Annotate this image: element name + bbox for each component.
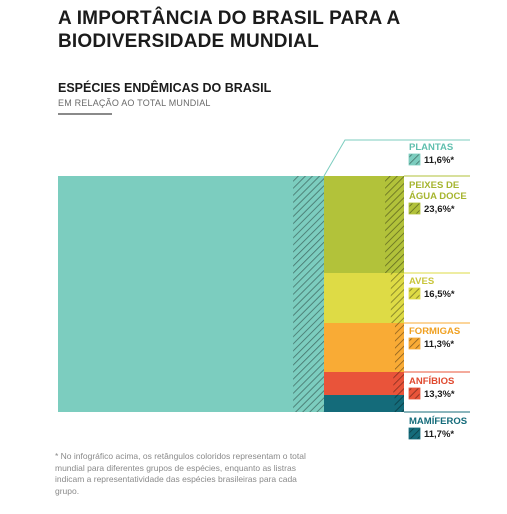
hatch-mamiferos [394, 395, 404, 412]
rect-formigas [324, 323, 404, 372]
label-aves: AVES [409, 276, 434, 287]
leader-plantas [323, 139, 470, 177]
swatch-mamiferos [408, 427, 421, 440]
swatch-aves [408, 287, 421, 300]
rect-anfibios [324, 372, 404, 395]
chart-title: ESPÉCIES ENDÊMICAS DO BRASIL [58, 81, 272, 95]
hatch-peixes-de-agua-doce [385, 176, 404, 273]
rect-mamiferos [324, 395, 404, 412]
swatch-anfibios [408, 387, 421, 400]
value-aves: 16,5%* [424, 289, 455, 300]
swatch-formigas [408, 337, 421, 350]
page-title: A IMPORTÂNCIA DO BRASIL PARA A BIODIVERS… [58, 8, 400, 52]
label-mamiferos: MAMÍFEROS [409, 416, 467, 427]
value-formigas: 11,3%* [424, 339, 454, 350]
label-peixes-de-agua-doce: PEIXES DE [409, 180, 459, 191]
subtitle-underline [58, 113, 112, 115]
rect-plantas [58, 176, 324, 412]
value-anfibios: 13,3%* [424, 389, 455, 400]
label-formigas: FORMIGAS [409, 326, 460, 337]
chart-subtitle: EM RELAÇÃO AO TOTAL MUNDIAL [58, 98, 211, 108]
hatch-aves [390, 273, 404, 323]
swatch-peixes-de-agua-doce [408, 202, 421, 215]
label-peixes-de-agua-doce: ÁGUA DOCE [409, 191, 467, 202]
rect-aves [324, 273, 404, 323]
value-mamiferos: 11,7%* [424, 429, 454, 440]
hatch-formigas [394, 323, 404, 372]
label-plantas: PLANTAS [409, 142, 453, 153]
value-peixes-de-agua-doce: 23,6%* [424, 204, 455, 215]
value-plantas: 11,6%* [424, 155, 454, 166]
label-anfibios: ANFÍBIOS [409, 376, 454, 387]
hatch-plantas [293, 176, 324, 412]
swatch-plantas [408, 153, 421, 166]
hatch-anfibios [393, 372, 404, 395]
footnote: * No infográfico acima, os retângulos co… [55, 451, 306, 496]
